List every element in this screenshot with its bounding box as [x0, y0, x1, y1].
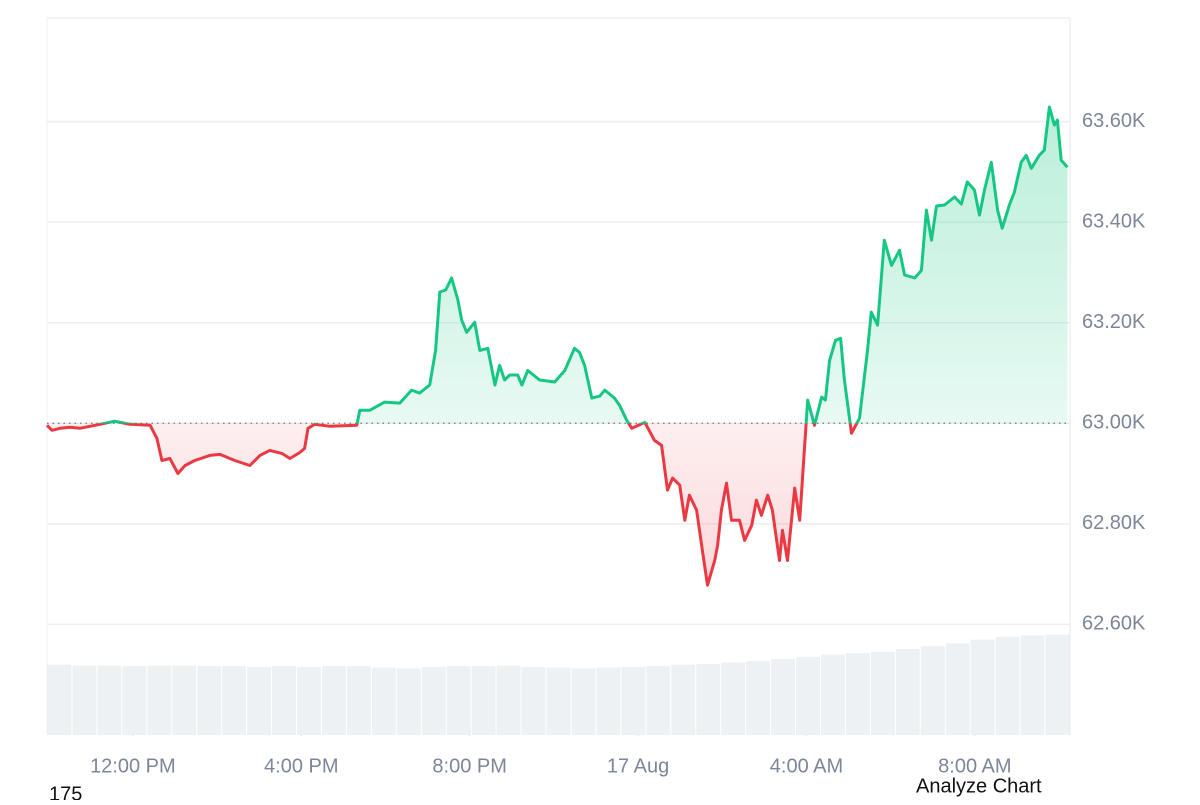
volume-bar [421, 666, 446, 735]
volume-bar [721, 662, 746, 735]
volume-bar [845, 653, 870, 735]
price-area [47, 107, 1068, 586]
volume-bar [97, 665, 122, 735]
volume-bar [596, 667, 621, 735]
volume-bar [247, 666, 272, 735]
volume-bar [1020, 635, 1045, 735]
volume-bar [546, 667, 571, 735]
volume-bar [72, 665, 97, 735]
volume-bar [671, 664, 696, 735]
volume-bar [396, 668, 421, 735]
x-tick-label: 12:00 PM [90, 755, 176, 777]
volume-bar [122, 666, 147, 735]
y-tick-label: 62.60K [1082, 613, 1146, 635]
volume-bar [172, 665, 197, 735]
volume-bar [471, 666, 496, 735]
x-tick-label: 4:00 AM [770, 755, 843, 777]
volume-bar [496, 665, 521, 735]
volume-bar [47, 664, 72, 735]
volume-bar [297, 666, 321, 735]
volume-bar [646, 666, 671, 735]
volume-bar [970, 639, 995, 735]
volume-bar [621, 666, 646, 735]
y-tick-label: 63.20K [1082, 311, 1146, 333]
x-tick-label: 8:00 AM [938, 755, 1011, 777]
volume-bar [521, 666, 546, 735]
volume-bar [321, 666, 346, 735]
analyze-chart-button[interactable]: Analyze Chart [916, 775, 1042, 797]
footer-count: 175 [49, 783, 82, 800]
x-tick-label: 4:00 PM [264, 755, 338, 777]
volume-bar [995, 636, 1020, 735]
volume-bar [771, 658, 796, 735]
x-tick-label: 17 Aug [607, 755, 669, 777]
volume-bar [945, 643, 970, 735]
volume-bar [920, 646, 945, 735]
price-line [45, 105, 1069, 587]
volume-bar [147, 665, 172, 735]
volume-bar [746, 661, 771, 735]
volume-bar [1045, 634, 1070, 735]
volume-bar [346, 666, 371, 735]
volume-bar [197, 666, 222, 735]
volume-bar [696, 664, 721, 735]
volume-bar [571, 668, 596, 735]
y-tick-label: 63.40K [1082, 210, 1146, 232]
volume-bar [870, 651, 895, 735]
volume-bar [796, 656, 820, 735]
volume-bar [446, 666, 471, 735]
volume-bar [222, 666, 247, 735]
volume-bar [272, 666, 297, 735]
x-tick-label: 8:00 PM [432, 755, 506, 777]
y-tick-label: 63.60K [1082, 110, 1146, 132]
y-tick-label: 62.80K [1082, 512, 1146, 534]
volume-bar [820, 654, 845, 735]
y-tick-label: 63.00K [1082, 412, 1146, 434]
volume-bar [895, 648, 920, 735]
volume-bar [371, 667, 396, 735]
